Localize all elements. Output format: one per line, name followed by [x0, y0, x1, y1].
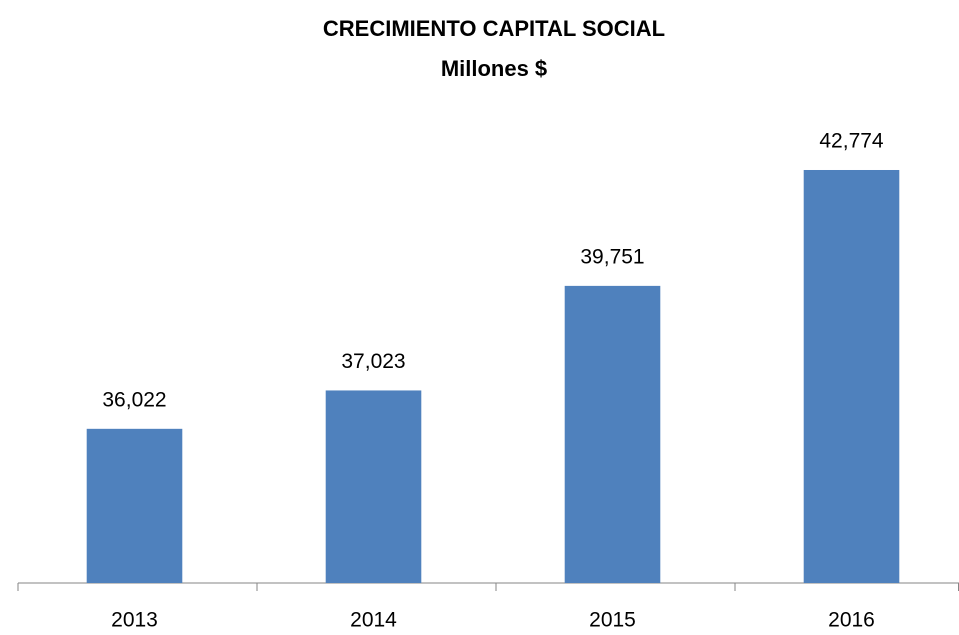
data-label: 36,022 — [102, 388, 166, 411]
x-tick-label: 2015 — [589, 609, 636, 632]
bar — [86, 428, 183, 583]
bar — [325, 390, 422, 583]
chart-title: CRECIMIENTO CAPITAL SOCIAL — [323, 16, 665, 41]
chart-subtitle: Millones $ — [441, 56, 547, 81]
x-tick-label: 2013 — [111, 609, 158, 632]
x-tick-label: 2016 — [828, 609, 875, 632]
x-tick-label: 2014 — [350, 609, 397, 632]
bar — [803, 169, 900, 583]
data-label: 37,023 — [341, 350, 405, 373]
data-label: 42,774 — [819, 130, 884, 153]
data-label: 39,751 — [580, 245, 644, 268]
bar — [564, 285, 661, 583]
